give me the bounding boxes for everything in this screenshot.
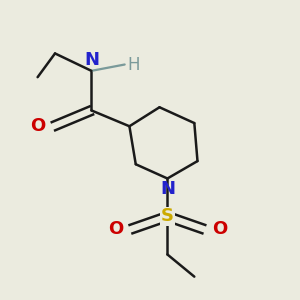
- Text: O: O: [108, 220, 123, 238]
- Text: S: S: [161, 208, 174, 226]
- Text: H: H: [128, 56, 140, 74]
- Text: O: O: [30, 117, 46, 135]
- Text: N: N: [84, 51, 99, 69]
- Text: O: O: [212, 220, 227, 238]
- Text: N: N: [160, 180, 175, 198]
